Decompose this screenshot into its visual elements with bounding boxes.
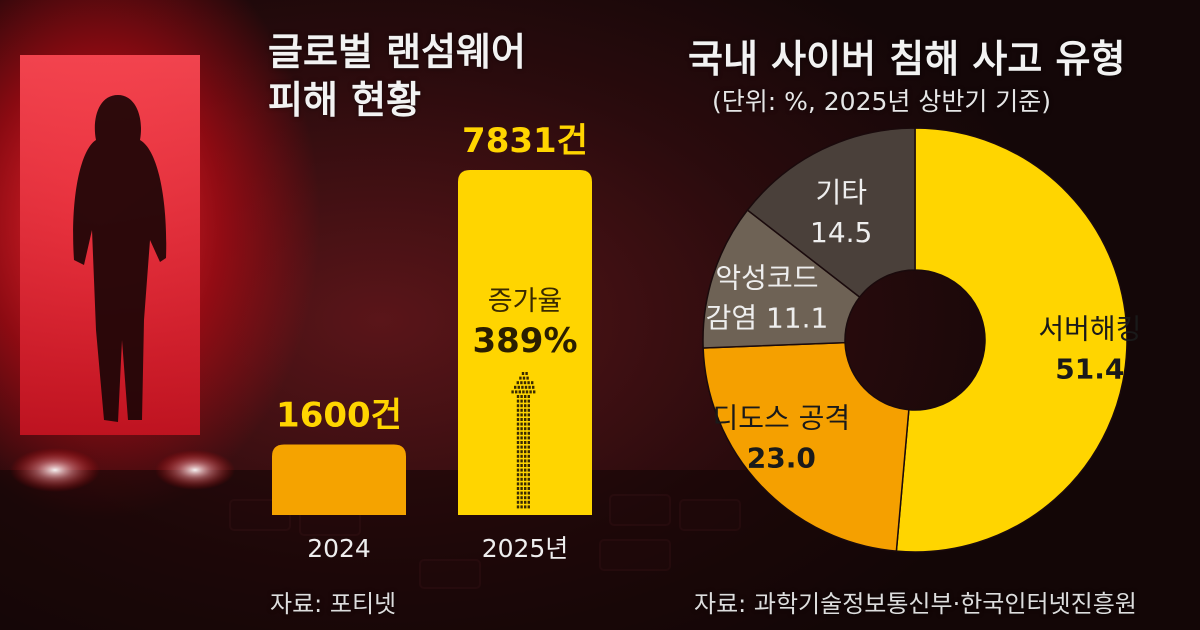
growth-arrow-icon bbox=[511, 372, 536, 509]
x-tick-label: 2024 bbox=[307, 534, 371, 563]
growth-value: 389% bbox=[472, 321, 577, 361]
bar-2025년 bbox=[458, 170, 592, 515]
right-title: 국내 사이버 침해 사고 유형 bbox=[688, 37, 1126, 81]
slice-value-label: 14.5 bbox=[810, 216, 872, 249]
bar-value-label: 7831건 bbox=[462, 121, 588, 161]
slice-value-label: 감염 11.1 bbox=[706, 302, 829, 335]
slice-label: 서버해킹 bbox=[1038, 313, 1141, 346]
light-glow bbox=[155, 450, 235, 490]
slice-other bbox=[746, 127, 916, 299]
light-glow bbox=[10, 448, 100, 492]
x-tick-label: 2025년 bbox=[482, 534, 569, 563]
bar-value-label: 1600건 bbox=[276, 396, 402, 436]
silhouette-figure bbox=[73, 95, 167, 422]
slice-ddos bbox=[702, 341, 910, 552]
right-source: 자료: 과학기술정보통신부·한국인터넷진흥원 bbox=[694, 590, 1137, 618]
left-source: 자료: 포티넷 bbox=[270, 590, 397, 618]
left-title-line1: 글로벌 랜섬웨어 bbox=[268, 30, 526, 74]
slice-malware bbox=[702, 209, 861, 349]
slice-server-hacking bbox=[895, 127, 1128, 553]
slice-value-label: 23.0 bbox=[747, 441, 816, 474]
growth-label: 증가율 bbox=[488, 286, 563, 317]
left-title-line2: 피해 현황 bbox=[268, 78, 422, 122]
slice-label: 기타 bbox=[815, 176, 867, 209]
left-title: 글로벌 랜섬웨어 피해 현황 bbox=[268, 28, 526, 124]
slice-value-label: 51.4 bbox=[1055, 353, 1124, 386]
slice-label: 악성코드 bbox=[715, 262, 818, 295]
slice-label: 디도스 공격 bbox=[712, 401, 850, 434]
right-subtitle: (단위: %, 2025년 상반기 기준) bbox=[712, 87, 1052, 116]
bar-2024 bbox=[272, 444, 406, 515]
